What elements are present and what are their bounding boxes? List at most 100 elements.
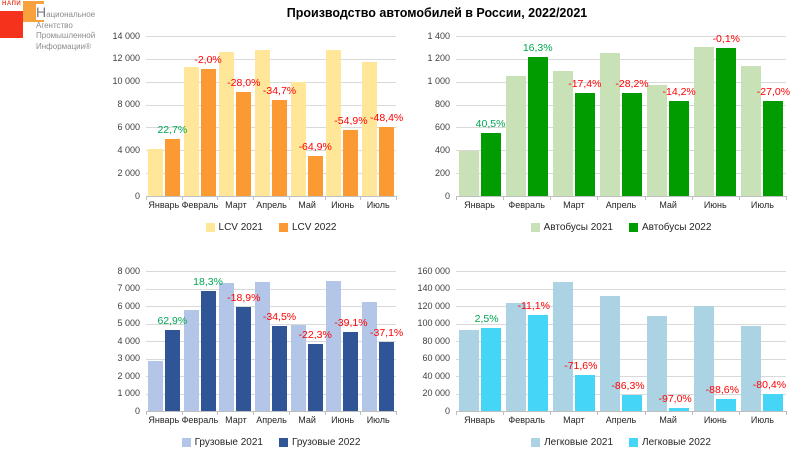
x-axis-label: Январь: [148, 200, 180, 210]
gridline: [146, 358, 396, 360]
legend-label: LCV 2022: [292, 222, 337, 233]
legend-swatch-icon: [629, 223, 638, 232]
x-axis-tick: [786, 196, 787, 200]
gridline: [456, 341, 786, 342]
bar-group: [182, 36, 218, 196]
bar-group: [456, 36, 503, 196]
change-label: -54,9%: [334, 115, 368, 128]
y-axis: 8 000 7 000 6 000 5 000 4 000 3 000 2 000 1 000…: [90, 266, 146, 416]
bar-lcv-2022: [200, 69, 216, 196]
change-label: -34,7%: [262, 85, 297, 98]
bar-грузовые-2022: [164, 329, 180, 411]
x-axis-tick: [396, 196, 397, 200]
x-axis-tick: [456, 411, 457, 415]
gridline: [146, 288, 396, 290]
logo-brand-text: НАПИ: [2, 1, 22, 7]
gridline: [456, 58, 786, 60]
legend-label: Автобусы 2022: [642, 222, 712, 233]
bar-group: [692, 36, 739, 196]
bar-group: [550, 271, 597, 411]
legend-swatch-icon: [205, 223, 215, 232]
y-axis-label: 12 000: [112, 53, 140, 64]
legend-item: LCV 2021: [205, 222, 263, 233]
x-axis-label: Март: [563, 200, 585, 210]
gridline: [456, 306, 786, 307]
x-axis-label: Май: [659, 415, 677, 425]
x-axis-label: Май: [659, 200, 677, 210]
bar-легковые-2021: [741, 326, 762, 411]
bar-lcv-2022: [236, 92, 252, 196]
change-label: -37,1%: [370, 327, 404, 340]
gridline: [456, 376, 786, 377]
gridline: [456, 104, 786, 106]
legend: LCV 2021 LCV 2022: [146, 222, 396, 233]
x-axis-tick: [396, 411, 397, 415]
plot-area: 2,5% -11,1% -71,6% -86,3% -97,0% -88,6% -80,4%: [456, 271, 787, 415]
bar-lcv-2022: [164, 138, 180, 196]
legend-item: Грузовые 2021: [181, 437, 263, 448]
x-axis-tick: [253, 411, 255, 415]
x-axis-tick: [288, 411, 290, 415]
legend-swatch-icon: [531, 438, 541, 447]
bar-грузовые-2021: [362, 301, 378, 411]
plot-area: 62,9% 18,3% -18,9% -34,5% -22,3% -39,1% -37,1%: [146, 271, 403, 415]
bar-легковые-2022: [621, 395, 642, 411]
bar-group: [217, 36, 253, 196]
gridline: [456, 288, 786, 290]
legend-label: Грузовые 2022: [292, 437, 361, 448]
gridline: [146, 36, 396, 37]
gridline: [146, 81, 396, 83]
chart-lcv: 14 000 12 000 10 000 8 000 6 000 4 000 2 000 0 2…: [90, 31, 403, 256]
bar-грузовые-2021: [147, 361, 163, 411]
gridline: [146, 150, 396, 152]
bar-group: [360, 36, 396, 196]
bar-group: [289, 36, 325, 196]
bar-lcv-2021: [290, 81, 306, 196]
gridline: [146, 173, 396, 175]
bar-автобусы-2021: [694, 47, 715, 196]
y-axis-label: 14 000: [112, 30, 140, 41]
gridline: [146, 271, 396, 272]
x-axis-label: Январь: [464, 200, 495, 210]
gridline: [146, 323, 396, 325]
logo-orange-square-icon: [23, 1, 44, 22]
y-axis-label: 20 000: [422, 388, 450, 398]
change-label: -88,6%: [705, 384, 739, 396]
legend-swatch-icon: [629, 438, 638, 447]
x-axis-tick: [644, 196, 646, 200]
change-label: -39,1%: [334, 316, 368, 329]
y-axis-label: 400: [434, 144, 450, 155]
logo-text-line: Национальное: [36, 4, 96, 20]
x-axis-tick: [288, 196, 290, 200]
x-axis-label: Февраль: [508, 415, 545, 425]
legend-label: LCV 2021: [218, 222, 263, 233]
y-axis-label: 8 000: [117, 265, 140, 276]
change-label: -2,0%: [194, 54, 222, 67]
y-axis-label: 0: [134, 405, 140, 416]
y-axis-label: 100 000: [417, 318, 450, 328]
x-axis-tick: [738, 196, 740, 200]
bar-автобусы-2021: [458, 151, 479, 196]
bar-легковые-2022: [763, 394, 784, 411]
bar-автобусы-2022: [527, 56, 548, 196]
bar-group: [550, 36, 597, 196]
y-axis-label: 80 000: [422, 335, 450, 346]
bar-groups: [456, 271, 786, 411]
napi-logo: НАПИ Национальное Агентство Промышленной…: [0, 0, 135, 72]
change-label: -71,6%: [564, 359, 598, 372]
logo-red-square-icon: [0, 11, 23, 38]
gridline: [456, 393, 786, 395]
bar-group: [456, 271, 503, 411]
y-axis-label: 0: [444, 405, 450, 416]
chart-passenger-cars: 160 000 140 000 120 000 100 000 80 000 60 000…: [400, 266, 787, 471]
y-axis-label: 2 000: [117, 167, 140, 178]
bar-легковые-2022: [527, 314, 548, 411]
bar-автобусы-2022: [574, 93, 595, 196]
y-axis-label: 60 000: [422, 353, 450, 363]
change-label: 62,9%: [157, 314, 188, 327]
x-axis-tick: [456, 196, 457, 200]
x-axis-labels: Январь Февраль Март Апрель Май Июнь Июль: [456, 415, 786, 425]
bar-lcv-2021: [219, 52, 235, 196]
x-axis-label: Июнь: [331, 415, 355, 425]
bar-грузовые-2022: [200, 290, 216, 411]
